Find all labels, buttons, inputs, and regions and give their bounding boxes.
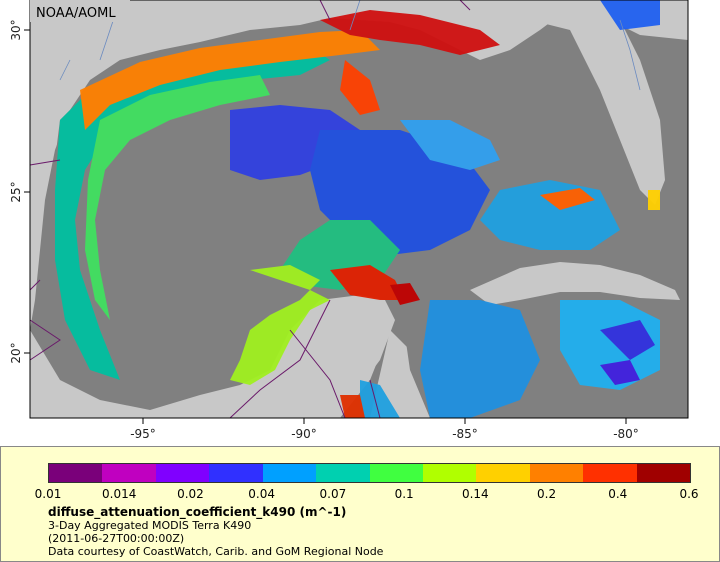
- lat-tick-label: 20°: [9, 342, 23, 363]
- map-area: NOAA/AOML -95° -90° -85° -80° 30° 25° 20…: [0, 0, 720, 446]
- colorbar-segment: [422, 464, 477, 482]
- colorbar-tick-label: 0.14: [461, 487, 489, 501]
- time-stamp: (2011-06-27T00:00:00Z): [48, 532, 185, 545]
- variable-name: diffuse_attenuation_coefficient_k490 (m^…: [48, 505, 347, 519]
- colorbar-segment: [262, 464, 317, 482]
- lat-ticks: [24, 29, 30, 354]
- colorbar-tick-label: 0.1: [394, 487, 414, 501]
- lon-tick-label: -80°: [613, 427, 639, 441]
- lon-tick-label: -90°: [291, 427, 317, 441]
- org-label: NOAA/AOML: [36, 6, 116, 21]
- colorbar-segment: [476, 464, 530, 482]
- k490-data-layer: [55, 0, 660, 418]
- colorbar-segment: [102, 464, 156, 482]
- legend-panel: diffuse_attenuation_coefficient_k490 (m^…: [0, 446, 720, 562]
- borders-layer: [29, 0, 471, 419]
- colorbar-tick-label: 0.2: [537, 487, 557, 501]
- lat-tick-label: 30°: [9, 19, 23, 40]
- colorbar-tick-label: 0.6: [679, 487, 699, 501]
- colorbar-segment: [529, 464, 584, 482]
- colorbar-segment: [316, 464, 370, 482]
- colorbar-tick-label: 0.014: [102, 487, 137, 501]
- colorbar-segment: [583, 464, 637, 482]
- colorbar-tick-label: 0.07: [319, 487, 347, 501]
- colorbar-segment: [209, 464, 263, 482]
- map-canvas[interactable]: NOAA/AOML -95° -90° -85° -80° 30° 25° 20…: [0, 0, 720, 446]
- lon-tick-label: -85°: [452, 427, 478, 441]
- colorbar: [48, 463, 691, 483]
- colorbar-segment: [49, 464, 103, 482]
- dataset-name: 3-Day Aggregated MODIS Terra K490: [48, 519, 252, 532]
- colorbar-segment: [369, 464, 423, 482]
- colorbar-segment: [155, 464, 210, 482]
- lon-tick-label: -95°: [130, 427, 156, 441]
- colorbar-segment: [636, 464, 691, 482]
- data-credit: Data courtesy of CoastWatch, Carib. and …: [48, 545, 384, 558]
- colorbar-tick-label: 0.02: [177, 487, 204, 501]
- colorbar-tick-label: 0.01: [34, 487, 62, 501]
- lat-tick-label: 25°: [9, 181, 23, 202]
- colorbar-tick-label: 0.4: [608, 487, 628, 501]
- org-label-bg: [30, 0, 130, 22]
- colorbar-tick-label: 0.04: [248, 487, 276, 501]
- lon-ticks: [142, 418, 627, 424]
- plot-frame: [29, 0, 689, 419]
